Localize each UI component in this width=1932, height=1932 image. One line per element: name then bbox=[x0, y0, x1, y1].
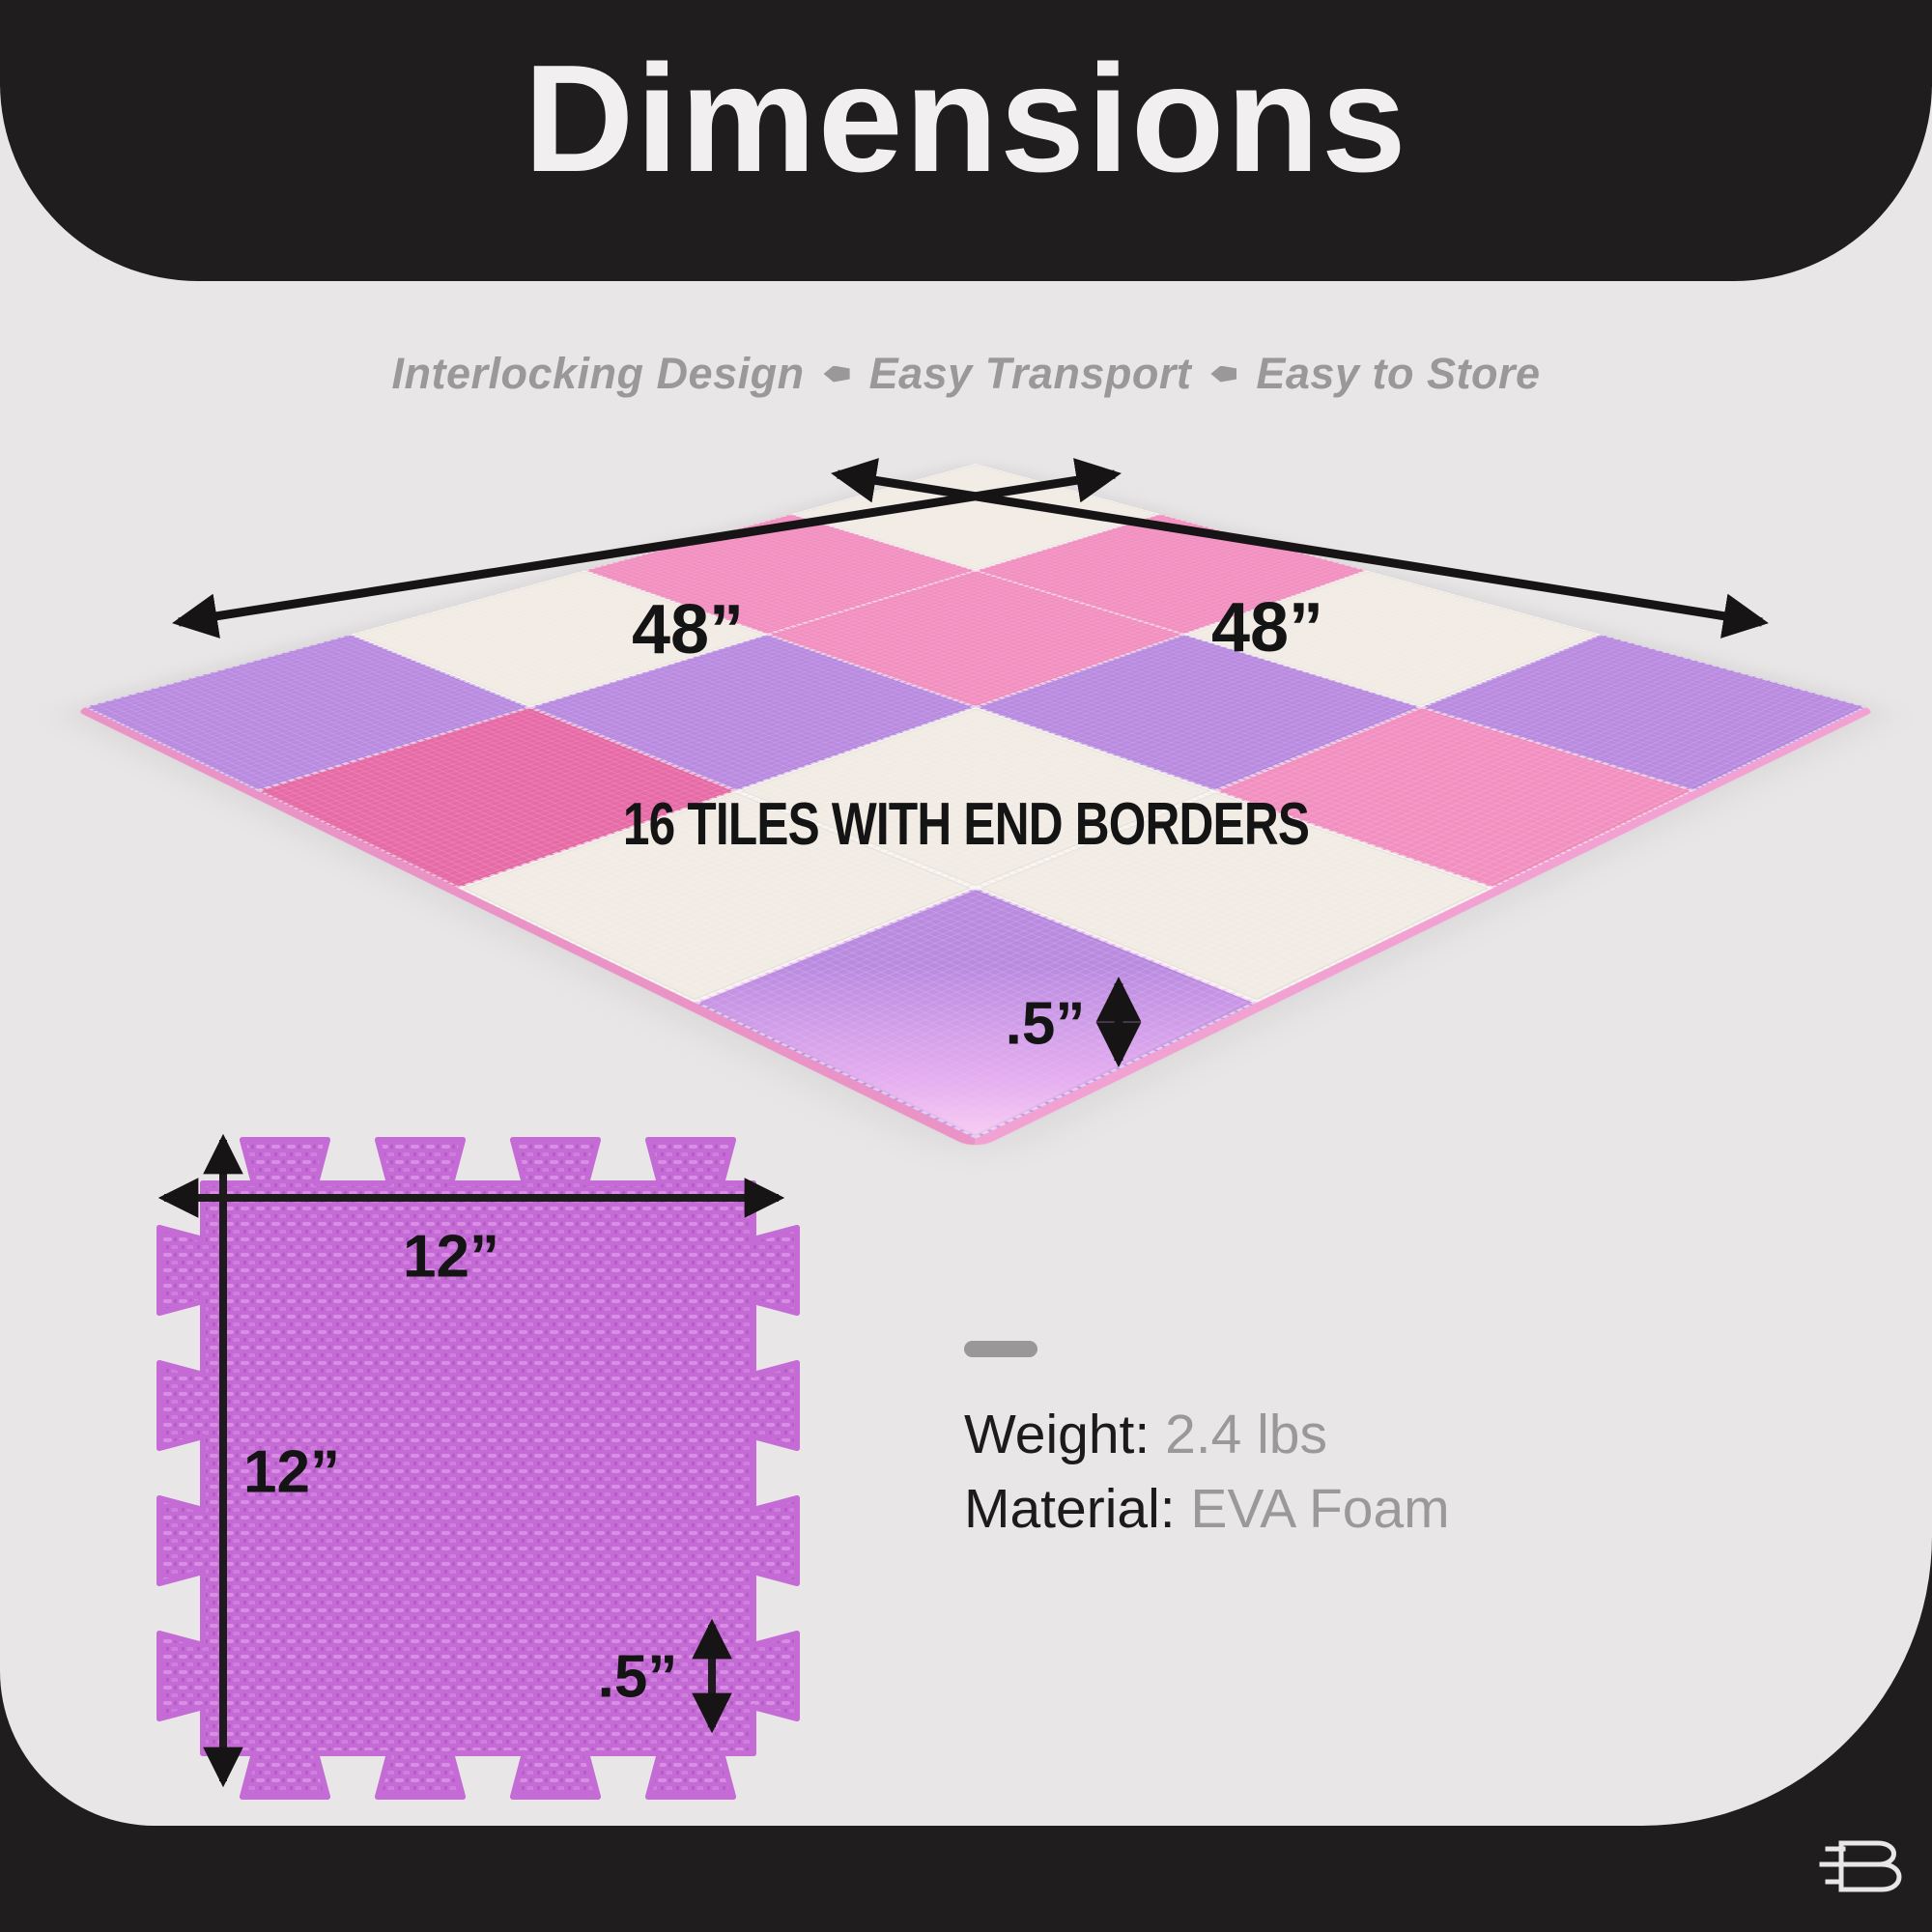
specs-block: Weight: 2.4 lbs Material: EVA Foam bbox=[964, 1341, 1450, 1547]
header: Dimensions bbox=[0, 0, 1932, 281]
mat-caption: 16 TILES WITH END BORDERS bbox=[622, 791, 1310, 858]
page-title: Dimensions bbox=[524, 34, 1408, 204]
subtitle: Interlocking Design Easy Transport Easy … bbox=[0, 340, 1932, 408]
spec-row-weight: Weight: 2.4 lbs bbox=[964, 1398, 1450, 1472]
tile-thickness-label: .5” bbox=[597, 1643, 678, 1711]
puzzle-tile-shape bbox=[156, 1137, 800, 1800]
feature-easy-to-store: Easy to Store bbox=[1256, 349, 1541, 398]
single-tile-figure bbox=[156, 1137, 800, 1800]
divider-pill bbox=[964, 1341, 1037, 1357]
tile-width-label: 12” bbox=[403, 1223, 499, 1291]
arrow-bullet-icon bbox=[823, 365, 850, 383]
spec-value: EVA Foam bbox=[1190, 1478, 1450, 1540]
feature-easy-transport: Easy Transport bbox=[868, 349, 1192, 398]
brand-logo-icon bbox=[1819, 1840, 1902, 1892]
spec-label: Material: bbox=[964, 1478, 1176, 1540]
mat-depth-label: 48” bbox=[1210, 589, 1324, 667]
spec-value: 2.4 lbs bbox=[1165, 1404, 1328, 1465]
spec-row-material: Material: EVA Foam bbox=[964, 1472, 1450, 1547]
mat-width-label: 48” bbox=[631, 591, 745, 668]
tile-height-label: 12” bbox=[243, 1438, 340, 1506]
arrow-bullet-icon bbox=[1210, 365, 1237, 383]
mat-thickness-label: .5” bbox=[1005, 990, 1086, 1058]
spec-label: Weight: bbox=[964, 1404, 1151, 1465]
feature-interlocking-design: Interlocking Design bbox=[391, 349, 805, 398]
